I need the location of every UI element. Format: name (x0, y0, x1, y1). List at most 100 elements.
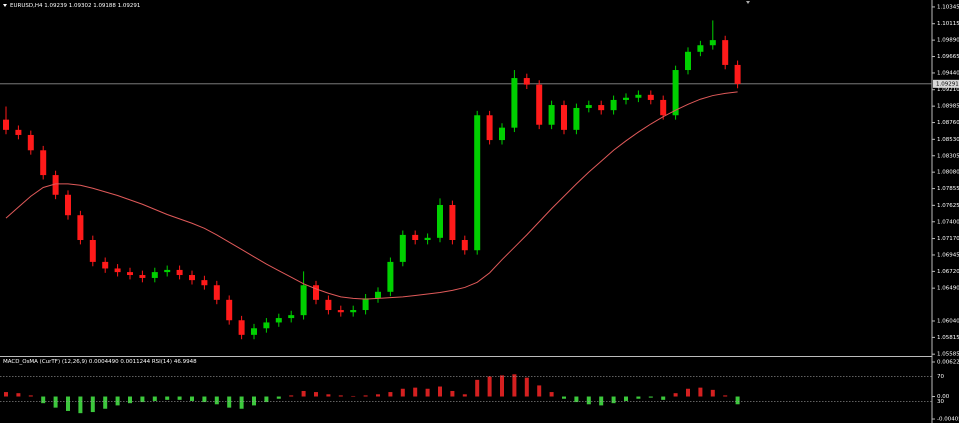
histogram-bar (673, 393, 678, 397)
candle-body (399, 234, 406, 262)
y-tick-label: 1.10115 (937, 21, 959, 27)
histogram-bar (78, 396, 83, 414)
candle-body (449, 204, 456, 241)
histogram-bar (314, 392, 318, 397)
candle-body (461, 240, 468, 251)
candle-body (27, 134, 34, 151)
candle-body (238, 320, 245, 335)
candle-body (213, 285, 220, 300)
candle-body (15, 129, 22, 135)
candle-body (189, 275, 195, 281)
histogram-bar (599, 396, 604, 406)
histogram-bar (636, 396, 641, 399)
candle-body (300, 285, 307, 316)
histogram-bar (487, 376, 492, 397)
candle-body (313, 285, 319, 300)
candle-body (660, 99, 667, 116)
histogram-bar (611, 396, 616, 404)
candle-body (536, 84, 543, 125)
candle-body (375, 291, 381, 299)
indicator-y-tick-label: 0.00 (937, 394, 950, 400)
histogram-bar (165, 396, 170, 400)
histogram-bar (214, 396, 219, 405)
histogram-bar (338, 395, 343, 397)
histogram-bar (450, 390, 455, 397)
histogram-bar (252, 396, 256, 406)
current-price-box (933, 79, 959, 88)
candle-body (40, 150, 47, 176)
histogram-bar (710, 389, 715, 397)
histogram-bar (648, 396, 653, 398)
histogram-bar (735, 396, 740, 405)
candle-body (585, 105, 592, 108)
histogram-bar (264, 396, 269, 403)
candle-body (52, 175, 59, 195)
candle-body (610, 99, 617, 111)
candle-body (151, 272, 158, 278)
histogram-bar (66, 396, 70, 411)
candle-body (77, 215, 84, 241)
histogram-bar (190, 396, 194, 401)
histogram-bar (53, 396, 58, 408)
y-tick-label: 1.09210 (937, 87, 959, 93)
histogram-bar (475, 379, 480, 397)
histogram-bar (413, 387, 418, 397)
histogram-bar (400, 388, 405, 397)
histogram-bar (549, 392, 554, 397)
candle-body (672, 70, 679, 116)
level-label: 30 (937, 399, 944, 405)
candle-body (412, 234, 419, 241)
candle-body (685, 51, 691, 71)
candle-body (251, 328, 257, 335)
candle-body (114, 268, 121, 273)
histogram-bar (537, 385, 542, 397)
histogram-bar (103, 396, 108, 409)
histogram-bar (41, 396, 46, 404)
candle-body (474, 115, 481, 251)
y-tick-label: 1.08305 (937, 153, 959, 159)
candle-body (164, 269, 171, 273)
histogram-bar (686, 388, 690, 397)
y-tick-label: 1.07170 (937, 236, 959, 242)
candle-body (288, 315, 295, 319)
candle-body (226, 299, 233, 321)
y-tick-label: 1.10345 (937, 4, 959, 10)
candle-body (102, 261, 109, 269)
y-tick-label: 1.05585 (937, 352, 959, 358)
symbol-icon (3, 4, 7, 7)
histogram-bar (90, 396, 95, 413)
histogram-bar (289, 395, 294, 397)
candle-body (523, 78, 530, 85)
candle-body (176, 269, 183, 276)
histogram-bar (227, 396, 232, 408)
candle-body (548, 105, 555, 125)
histogram-bar (326, 394, 331, 397)
y-tick-label: 1.08760 (937, 120, 959, 126)
candle-body (275, 318, 282, 323)
y-tick-label: 1.09890 (937, 38, 959, 44)
candle-body (337, 310, 344, 313)
indicator-y-tick-label: 0.006222 (937, 359, 959, 365)
y-tick-label: 1.06490 (937, 286, 959, 292)
candle-body (511, 78, 518, 128)
histogram-bar (425, 388, 430, 397)
histogram-bar (202, 396, 207, 403)
candle-body (424, 237, 431, 241)
histogram-bar (177, 396, 182, 400)
candle-body (127, 272, 133, 276)
histogram-bar (500, 375, 504, 397)
candle-body (598, 105, 605, 111)
candle-body (350, 310, 357, 313)
candle-body (201, 280, 208, 286)
histogram-bar (512, 374, 517, 397)
candle-body (325, 299, 332, 311)
histogram-bar (301, 390, 306, 397)
histogram-bar (128, 396, 132, 404)
indicator-y-tick-label: -0.004053 (937, 417, 959, 423)
candle-body (722, 40, 729, 65)
y-tick-label: 1.08080 (937, 170, 959, 176)
y-tick-label: 1.06040 (937, 318, 959, 324)
histogram-bar (388, 392, 393, 397)
y-tick-label: 1.08985 (937, 104, 959, 110)
